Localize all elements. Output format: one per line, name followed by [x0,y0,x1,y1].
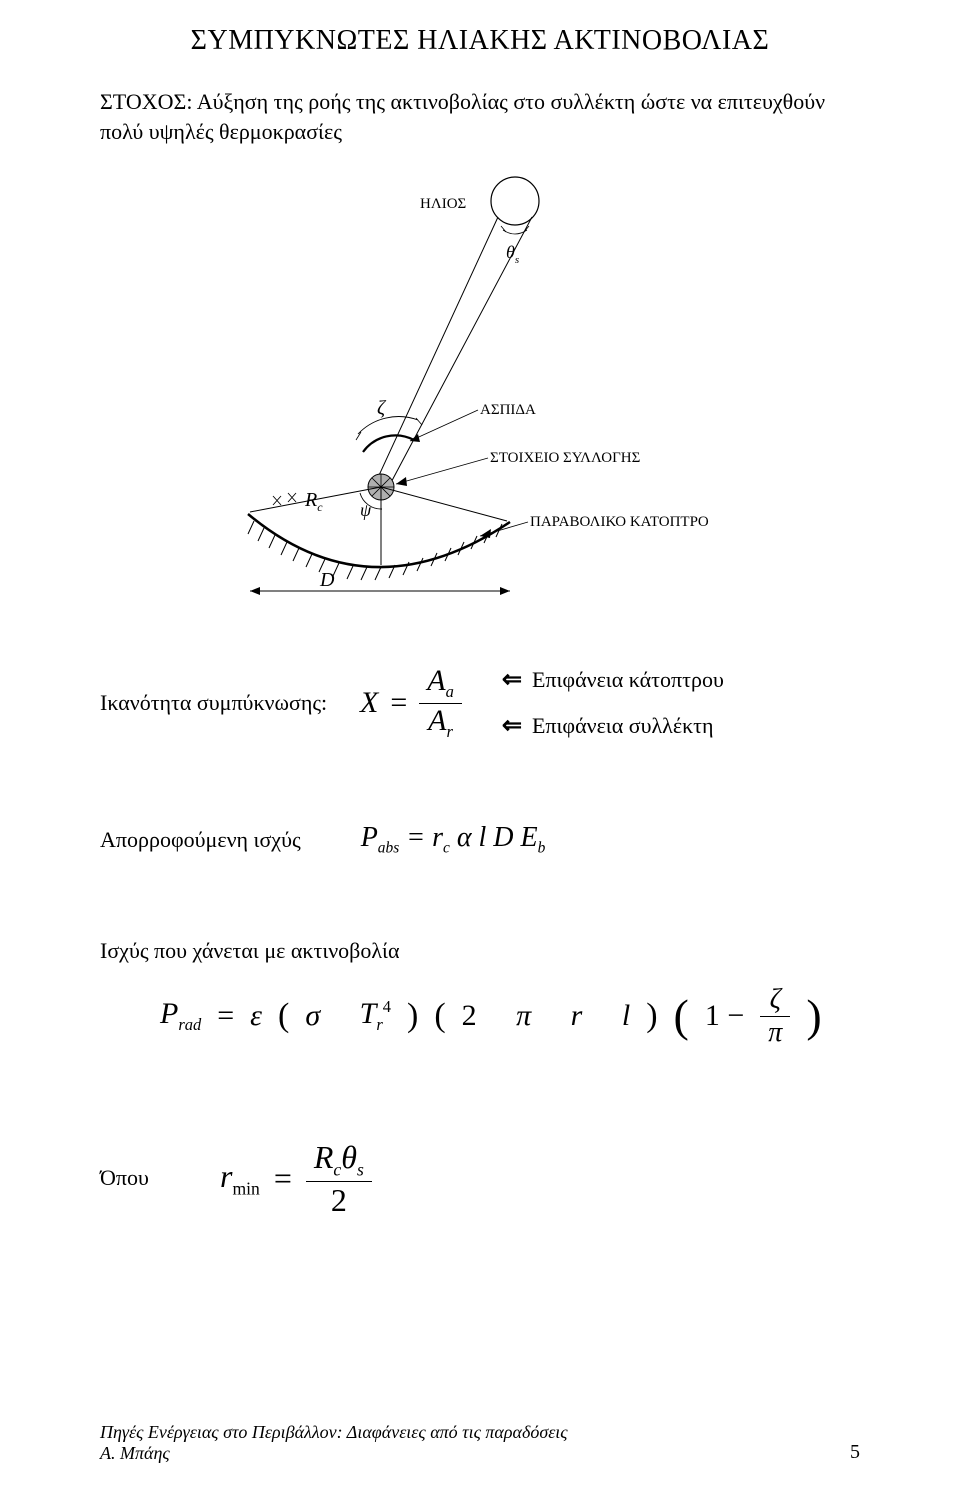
svg-text:ΑΣΠΙΔΑ: ΑΣΠΙΔΑ [480,402,536,418]
collector-surface-label: Επιφάνεια συλλέκτη [532,713,714,739]
svg-text:ΣΤΟΙΧΕΙΟ ΣΥΛΛΟΓΗΣ: ΣΤΟΙΧΕΙΟ ΣΥΛΛΟΓΗΣ [490,450,640,466]
loss-label: Ισχύς που χάνεται με ακτινοβολία [100,938,860,964]
svg-text:ψ: ψ [360,500,372,520]
svg-text:ΠΑΡΑΒΟΛΙΚΟ ΚΑΤΟΠΤΡΟ: ΠΑΡΑΒΟΛΙΚΟ ΚΑΤΟΠΤΡΟ [530,514,709,530]
concentration-row: Ικανότητα συμπύκνωσης: X = Aa Ar ⇐ Επιφά… [100,664,860,742]
absorbed-power-row: Απορροφούμενη ισχύς Pabs = rc α l D Eb [100,822,860,858]
svg-text:Rc: Rc [304,489,323,514]
arrow-left-icon: ⇐ [502,668,522,692]
svg-text:ζ: ζ [377,397,387,419]
formula-rmin: rmin = Rcθs 2 [220,1139,372,1218]
formula-Prad: Prad = ε ( σ Tr4 ) ( 2 π r l ) ( 1 − ζ π… [160,984,860,1049]
page-title: ΣΥΜΠΥΚΝΩΤΕΣ ΗΛΙΑΚΗΣ ΑΚΤΙΝΟΒΟΛΙΑΣ [100,25,860,57]
concentrator-diagram: ΗΛΙΟΣ θs ΑΣΠΙΔΑ ζ [100,156,860,626]
where-label: Όπου [100,1165,160,1191]
footer-author: Α. Μπάης [100,1443,568,1464]
mirror-surface-label: Επιφάνεια κάτοπτρου [532,667,724,693]
page-footer: Πηγές Ενέργειας στο Περιβάλλον: Διαφάνει… [100,1422,860,1464]
absorbed-label: Απορροφούμενη ισχύς [100,827,301,853]
formula-X: X = Aa Ar [360,664,462,742]
svg-text:D: D [319,569,335,591]
sun-label: ΗΛΙΟΣ [420,196,466,212]
concentration-label: Ικανότητα συμπύκνωσης: [100,690,360,716]
page-number: 5 [850,1441,860,1464]
formula-Pabs: Pabs = rc α l D Eb [361,822,546,858]
page: ΣΥΜΠΥΚΝΩΤΕΣ ΗΛΙΑΚΗΣ ΑΚΤΙΝΟΒΟΛΙΑΣ ΣΤΟΧΟΣ:… [0,0,960,1488]
footer-source: Πηγές Ενέργειας στο Περιβάλλον: Διαφάνει… [100,1422,568,1443]
rmin-row: Όπου rmin = Rcθs 2 [100,1139,860,1218]
intro-text: ΣΤΟΧΟΣ: Αύξηση της ροής της ακτινοβολίας… [100,87,860,146]
footer-left: Πηγές Ενέργειας στο Περιβάλλον: Διαφάνει… [100,1422,568,1464]
arrow-left-icon: ⇐ [502,714,522,738]
surface-annotations: ⇐ Επιφάνεια κάτοπτρου ⇐ Επιφάνεια συλλέκ… [502,667,724,739]
